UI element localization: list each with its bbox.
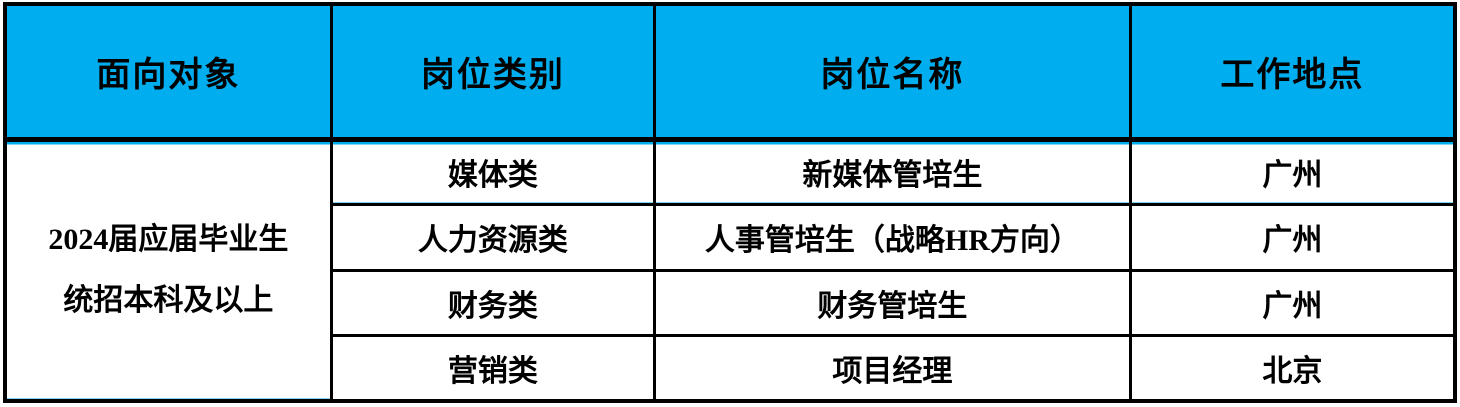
header-cell-audience: 面向对象 (3, 2, 333, 142)
location-cell: 广州 (1128, 137, 1457, 206)
category-cell: 财务类 (329, 268, 657, 337)
header-cell-title: 岗位名称 (653, 2, 1132, 142)
category-cell: 媒体类 (329, 137, 657, 206)
title-cell: 项目经理 (653, 334, 1132, 403)
table-row: 2024届应届毕业生 统招本科及以上 媒体类 新媒体管培生 广州 (3, 137, 1457, 403)
title-cell: 财务管培生 (653, 268, 1132, 337)
table-row: 营销类 项目经理 北京 (5, 334, 1457, 403)
audience-cell: 2024届应届毕业生 统招本科及以上 (3, 137, 333, 403)
location-cell: 北京 (1128, 334, 1457, 403)
table-header: 面向对象 岗位类别 岗位名称 工作地点 (3, 2, 1457, 142)
table-body: 2024届应届毕业生 统招本科及以上 媒体类 新媒体管培生 广州 人力资源类 人… (3, 137, 1457, 403)
audience-line-2: 统招本科及以上 (63, 284, 274, 318)
table-row: 财务类 财务管培生 广州 (5, 268, 1457, 337)
title-cell: 人事管培生（战略HR方向） (653, 203, 1132, 272)
location-cell: 广州 (1128, 203, 1457, 272)
table-row: 人力资源类 人事管培生（战略HR方向） 广州 (5, 203, 1457, 272)
header-cell-category: 岗位类别 (329, 2, 657, 142)
header-row: 面向对象 岗位类别 岗位名称 工作地点 (3, 2, 1457, 142)
header-cell-location: 工作地点 (1128, 2, 1457, 142)
title-cell: 新媒体管培生 (653, 137, 1132, 206)
location-cell: 广州 (1128, 268, 1457, 337)
category-cell: 营销类 (329, 334, 657, 403)
job-postings-table: 面向对象 岗位类别 岗位名称 工作地点 2024届应届毕业生 统招本科及以上 媒… (3, 2, 1457, 403)
category-cell: 人力资源类 (329, 203, 657, 272)
audience-line-1: 2024届应届毕业生 (48, 222, 289, 256)
